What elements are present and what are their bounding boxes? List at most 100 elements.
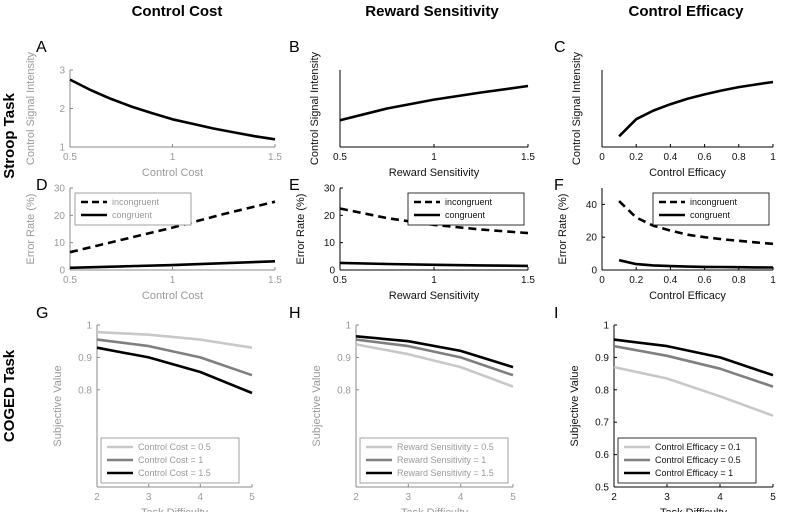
x-tick-label: 4 bbox=[458, 492, 464, 503]
series-line-d-1 bbox=[69, 260, 276, 270]
y-tick-label: 0.5 bbox=[595, 483, 609, 494]
series-line-f-1 bbox=[618, 258, 774, 269]
x-tick-label: 0.5 bbox=[333, 152, 347, 163]
panel-i: 2 3 4 5 0.5 0.6 0.7 0.8 0.9 1 Task Difficulty Subje… bbox=[569, 321, 776, 512]
y-axis-label-i: Subjective Value bbox=[569, 365, 581, 446]
x-tick-label: 0.5 bbox=[333, 275, 347, 286]
panel-f: 0 0.2 0.4 0.6 0.8 1 0 20 40 Control Efficacy Error… bbox=[557, 188, 776, 302]
y-tick-label: 0.9 bbox=[595, 353, 609, 364]
y-axis-label-h: Subjective Value bbox=[311, 365, 323, 446]
x-tick-label: 2 bbox=[611, 492, 617, 503]
legend-label-g-2: Control Cost = 1.5 bbox=[138, 468, 211, 478]
x-tick-label: 0 bbox=[599, 275, 605, 286]
legend-label-g-0: Control Cost = 0.5 bbox=[138, 442, 211, 452]
legend-f: incongruent congruent bbox=[652, 192, 770, 226]
x-tick-label: 0.4 bbox=[663, 275, 677, 286]
legend-box-d bbox=[74, 192, 192, 226]
series-line-h-2 bbox=[355, 335, 514, 369]
x-tick-label: 0.8 bbox=[732, 152, 746, 163]
x-tick-label: 1 bbox=[170, 275, 176, 286]
x-tick-label: 1.5 bbox=[521, 275, 535, 286]
y-tick-label: 0.6 bbox=[595, 450, 609, 461]
panel-letter-e: E bbox=[289, 177, 300, 194]
panel-letter-c: C bbox=[554, 39, 566, 56]
x-tick-label: 1 bbox=[770, 275, 776, 286]
x-tick-label: 1.5 bbox=[268, 275, 282, 286]
series-line-a-0 bbox=[69, 78, 276, 141]
x-tick-label: 1 bbox=[431, 152, 437, 163]
row-title-stroop: Stroop Task bbox=[1, 93, 18, 179]
x-tick-label: 1.5 bbox=[268, 152, 282, 163]
y-tick-label: 0 bbox=[591, 266, 597, 277]
panel-b: 0.5 1 1.5 Reward Sensitivity Control Signal … bbox=[309, 51, 535, 179]
x-tick-label: 1 bbox=[770, 152, 776, 163]
y-tick-label: 1 bbox=[603, 321, 609, 332]
panel-c: 0 0.2 0.4 0.6 0.8 1 Control Efficacy Control Si… bbox=[571, 51, 776, 179]
y-axis-label-g: Subjective Value bbox=[52, 365, 64, 446]
x-tick-label: 1.5 bbox=[521, 152, 535, 163]
y-tick-label: 0 bbox=[329, 266, 335, 277]
x-tick-label: 3 bbox=[664, 492, 670, 503]
legend-label-h-0: Reward Sensitivity = 0.5 bbox=[397, 442, 494, 452]
panel-g: 2 3 4 5 0.8 0.9 1 Task Difficulty Subjective Val… bbox=[52, 321, 255, 512]
x-tick-label: 5 bbox=[510, 492, 516, 503]
panel-letter-g: G bbox=[36, 305, 48, 322]
row-title-coged: COGED Task bbox=[1, 349, 18, 442]
y-tick-label: 1 bbox=[86, 321, 92, 332]
y-tick-label: 30 bbox=[324, 184, 336, 195]
series-line-h-1 bbox=[355, 338, 514, 377]
x-axis-label-f: Control Efficacy bbox=[649, 290, 726, 302]
y-tick-label: 20 bbox=[324, 211, 336, 222]
panels: 0.5 1 1.5 1 2 3 Control Cost Control Signal Int… bbox=[25, 39, 776, 512]
y-axis-label-f: Error Rate (%) bbox=[557, 194, 569, 265]
series-line-i-1 bbox=[613, 344, 774, 388]
legend-label-h-2: Reward Sensitivity = 1.5 bbox=[397, 468, 494, 478]
x-tick-label: 0.6 bbox=[698, 152, 712, 163]
x-tick-label: 0.6 bbox=[698, 275, 712, 286]
y-tick-label: 10 bbox=[324, 238, 336, 249]
panel-letter-d: D bbox=[36, 177, 48, 194]
y-tick-label: 10 bbox=[54, 238, 66, 249]
legend-label-e-0: incongruent bbox=[445, 197, 493, 207]
x-tick-label: 0.8 bbox=[732, 275, 746, 286]
series-line-f-0 bbox=[618, 200, 774, 246]
y-tick-label: 20 bbox=[586, 233, 598, 244]
series-line-g-1 bbox=[96, 338, 253, 377]
x-tick-label: 1 bbox=[170, 152, 176, 163]
legend-label-i-2: Control Efficacy = 1 bbox=[655, 468, 733, 478]
panel-letter-h: H bbox=[289, 305, 301, 322]
y-tick-label: 0.8 bbox=[595, 385, 609, 396]
x-axis-label-i: Task Difficulty bbox=[660, 507, 728, 512]
legend-label-f-1: congruent bbox=[690, 210, 731, 220]
series-line-c-0 bbox=[618, 80, 774, 138]
y-tick-label: 40 bbox=[586, 200, 598, 211]
x-tick-label: 0.2 bbox=[629, 275, 643, 286]
panel-letter-i: I bbox=[554, 305, 558, 322]
y-tick-label: 1 bbox=[345, 321, 351, 332]
col-title-control-efficacy: Control Efficacy bbox=[628, 3, 744, 20]
y-axis-label-e: Error Rate (%) bbox=[295, 194, 307, 265]
x-tick-label: 0 bbox=[599, 152, 605, 163]
legend-label-d-1: congruent bbox=[112, 210, 153, 220]
x-tick-label: 4 bbox=[717, 492, 723, 503]
x-tick-label: 1 bbox=[431, 275, 437, 286]
col-title-reward-sensitivity: Reward Sensitivity bbox=[365, 3, 499, 20]
x-tick-label: 3 bbox=[146, 492, 152, 503]
y-tick-label: 0.7 bbox=[595, 418, 609, 429]
y-tick-label: 0.8 bbox=[78, 385, 92, 396]
x-axis-label-d: Control Cost bbox=[142, 290, 203, 302]
y-axis-label-c: Control Signal Intensity bbox=[571, 51, 583, 165]
x-tick-label: 3 bbox=[406, 492, 412, 503]
x-tick-label: 2 bbox=[94, 492, 100, 503]
series-line-e-1 bbox=[339, 261, 529, 268]
x-tick-label: 2 bbox=[353, 492, 359, 503]
y-tick-label: 30 bbox=[54, 184, 66, 195]
series-line-g-0 bbox=[96, 330, 253, 349]
legend-label-h-1: Reward Sensitivity = 1 bbox=[397, 455, 486, 465]
legend-label-e-1: congruent bbox=[445, 210, 486, 220]
legend-label-i-1: Control Efficacy = 0.5 bbox=[655, 455, 741, 465]
x-tick-label: 0.5 bbox=[63, 275, 77, 286]
y-tick-label: 2 bbox=[59, 104, 65, 115]
